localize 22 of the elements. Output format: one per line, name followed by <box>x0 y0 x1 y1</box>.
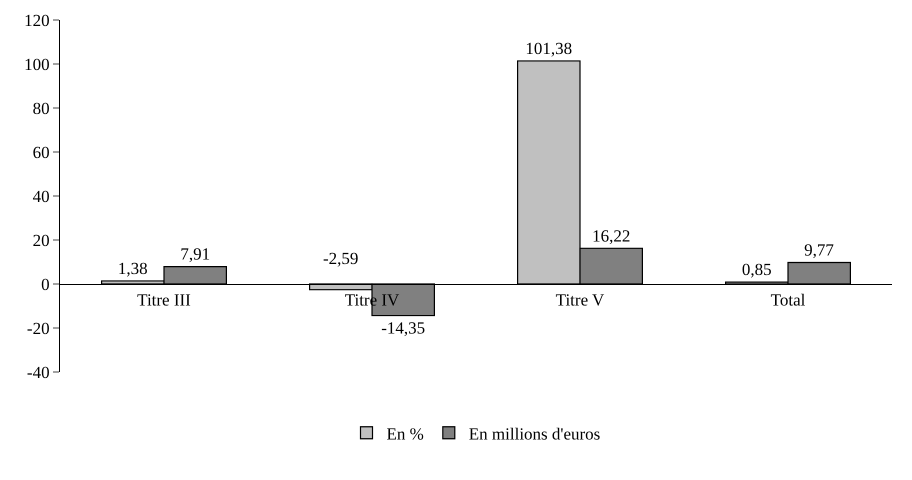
y-tick-label: 20 <box>32 230 50 250</box>
y-tick-label: 60 <box>32 142 50 162</box>
data-label: 7,91 <box>180 244 210 264</box>
legend-label: En millions d'euros <box>468 424 600 444</box>
data-label: 9,77 <box>804 240 834 260</box>
legend-label: En % <box>386 424 424 444</box>
data-label: -2,59 <box>323 249 358 268</box>
x-tick-label: Titre V <box>556 290 606 310</box>
y-tick-label: 40 <box>32 186 50 206</box>
data-label: 1,38 <box>118 258 148 278</box>
data-label: 101,38 <box>525 38 572 58</box>
data-label: 16,22 <box>592 226 630 246</box>
y-tick-label: 120 <box>24 10 50 30</box>
data-label: 0,85 <box>742 260 772 280</box>
y-tick-label: 0 <box>41 274 50 294</box>
y-tick-label: 80 <box>32 98 50 118</box>
x-tick-label: Total <box>770 290 806 310</box>
y-tick-label: -40 <box>26 362 50 382</box>
x-tick-label: Titre III <box>137 290 192 310</box>
y-tick-label: 100 <box>24 54 50 74</box>
data-label: -14,35 <box>381 318 426 338</box>
y-tick-label: -20 <box>26 318 50 338</box>
